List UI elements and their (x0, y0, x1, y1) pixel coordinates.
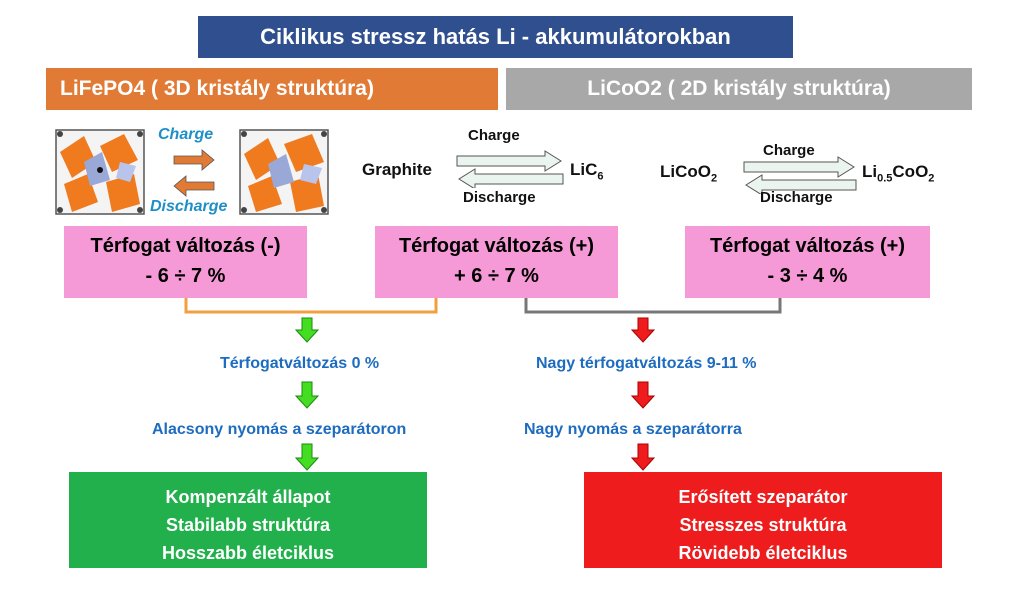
red-down-arrow-icon (630, 443, 656, 471)
red-down-arrow-icon (630, 381, 656, 409)
graphite-discharge-label: Discharge (463, 189, 536, 206)
green-down-arrow-icon (294, 317, 320, 343)
crystal-right-icon (239, 129, 329, 215)
green-down-arrow-icon (294, 443, 320, 471)
licoo2-discharge-label: Discharge (760, 189, 833, 206)
li05coo2-label: Li0.5CoO2 (862, 162, 935, 185)
licoo2-charge-label: Charge (763, 142, 815, 159)
right-step-2: Nagy nyomás a szeparátorra (524, 421, 742, 438)
lifepo4-header: LiFePO4 ( 3D kristály struktúra) (46, 68, 498, 110)
left-result-box: Kompenzált állapot Stabilabb struktúra H… (69, 472, 427, 568)
licoo2-header: LiCoO2 ( 2D kristály struktúra) (506, 68, 972, 110)
right-result-box: Erősített szeparátor Stresszes struktúra… (584, 472, 942, 568)
crystal-structure-illustration (55, 129, 329, 215)
diagram-title: Ciklikus stressz hatás Li - akkumulátoro… (198, 16, 793, 58)
green-down-arrow-icon (294, 381, 320, 409)
licoo2-label: LiCoO2 (660, 162, 718, 185)
crystal-charge-label: Charge (158, 126, 214, 143)
volume-box-graphite: Térfogat változás (+) + 6 ÷ 7 % (375, 226, 618, 298)
red-down-arrow-icon (630, 317, 656, 343)
graphite-label: Graphite (362, 160, 432, 179)
licoo2-double-arrow-icon (743, 156, 857, 194)
volume-box-licoo2: Térfogat változás (+) - 3 ÷ 4 % (685, 226, 930, 298)
graphite-charge-label: Charge (468, 127, 520, 144)
crystal-discharge-label: Discharge (150, 198, 228, 215)
left-step-2: Alacsony nyomás a szeparátoron (152, 421, 407, 438)
left-step-1: Térfogatváltozás 0 % (220, 355, 380, 372)
right-step-1: Nagy térfogatváltozás 9-11 % (536, 355, 757, 372)
graphite-double-arrow-icon (456, 150, 564, 188)
volume-box-lifepo4: Térfogat változás (-) - 6 ÷ 7 % (64, 226, 307, 298)
crystal-left-icon (55, 129, 145, 215)
lic6-label: LiC6 (570, 160, 604, 183)
